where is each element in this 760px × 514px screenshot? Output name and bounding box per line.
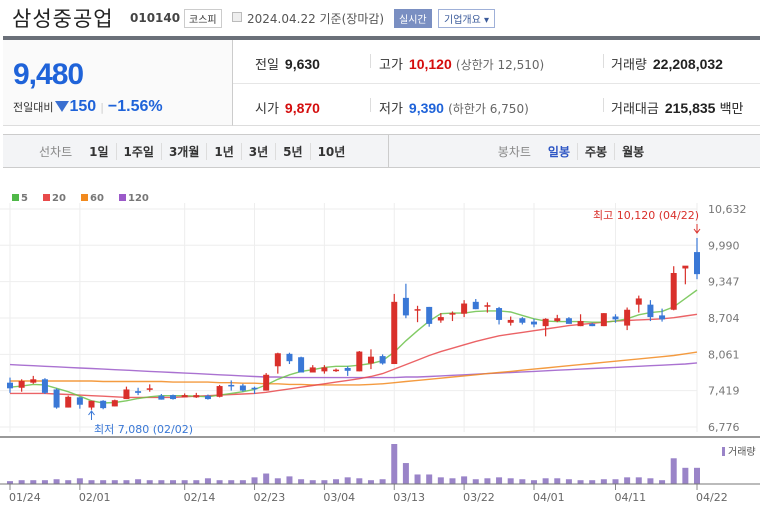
svg-text:01/24: 01/24 (9, 491, 41, 504)
svg-text:최고 10,120 (04/22): 최고 10,120 (04/22) (593, 209, 699, 222)
company-name: 삼성중공업 (12, 7, 114, 31)
axes: 10,632 9,990 9,347 8,704 8,061 7,419 6,776 01/2… (0, 203, 760, 504)
stats-row-1: 전일 9,630 고가 10,120 (상한가 12,510) 거래량 22,208,… (233, 40, 760, 83)
svg-text:거래량: 거래량 (728, 446, 756, 458)
tab-1w[interactable]: 1주일 (117, 142, 162, 160)
svg-text:5: 5 (21, 193, 28, 204)
change-amount: 150 (69, 98, 97, 115)
header-divider (3, 36, 760, 40)
line-chart-caption: 선차트 (39, 144, 73, 159)
calendar-icon (232, 12, 242, 22)
base-date: 2024.04.22 기준(장마감) (247, 12, 385, 26)
svg-text:02/23: 02/23 (254, 491, 286, 504)
company-info-dropdown[interactable]: 기업개요 ▾ (438, 9, 495, 28)
tab-daily[interactable]: 일봉 (541, 142, 579, 160)
stock-header: 삼성중공업 010140 코스피 2024.04.22 기준(장마감) 실시간 … (0, 0, 760, 36)
open-price: 시가 9,870 (255, 100, 320, 117)
svg-text:02/01: 02/01 (79, 491, 111, 504)
trade-amount: 거래대금 215,835 백만 (611, 100, 744, 117)
prev-close: 전일 9,630 (255, 56, 320, 73)
candles (7, 237, 700, 410)
svg-text:120: 120 (128, 193, 149, 204)
svg-text:02/14: 02/14 (184, 491, 216, 504)
ma-legend: 5 20 60 120 (12, 193, 149, 204)
tab-1d[interactable]: 1일 (82, 142, 117, 160)
chart-tabs: 선차트 1일 1주일 3개월 1년 3년 5년 10년 봉차트 일봉 주봉 월봉 (3, 134, 760, 168)
svg-text:03/13: 03/13 (393, 491, 425, 504)
low-price: 저가 9,390 (하한가 6,750) (379, 100, 529, 117)
candlestick-chart[interactable]: 5 20 60 120 최고 10,120 (04/22) 최저 7,080 (02/0… (0, 184, 760, 514)
tab-10y[interactable]: 10년 (317, 144, 346, 159)
svg-text:8,061: 8,061 (708, 348, 740, 361)
candle-chart-caption: 봉차트 (497, 144, 531, 159)
volume: 거래량 22,208,032 (611, 56, 723, 73)
price-change: 전일대비 150 | −1.56% (13, 98, 163, 115)
tab-1y[interactable]: 1년 (207, 142, 242, 160)
chart-grid (0, 203, 698, 432)
tab-3y[interactable]: 3년 (242, 142, 277, 160)
annotations: 최고 10,120 (04/22) 최저 7,080 (02/02) (88, 209, 701, 436)
tab-5y[interactable]: 5년 (276, 142, 311, 160)
svg-text:04/01: 04/01 (533, 491, 565, 504)
market-badge: 코스피 (184, 9, 222, 28)
realtime-button[interactable]: 실시간 (394, 9, 432, 28)
svg-text:최저 7,080 (02/02): 최저 7,080 (02/02) (94, 423, 193, 436)
svg-text:10,632: 10,632 (708, 203, 747, 216)
tab-3m[interactable]: 3개월 (162, 142, 208, 160)
change-percent: −1.56% (107, 98, 163, 115)
svg-text:9,990: 9,990 (708, 239, 740, 252)
line-chart-tabs: 선차트 1일 1주일 3개월 1년 3년 5년 10년 (3, 135, 389, 167)
price-summary: 9,480 전일대비 150 | −1.56% (3, 40, 232, 126)
svg-text:04/11: 04/11 (614, 491, 646, 504)
svg-text:60: 60 (90, 193, 104, 204)
svg-text:03/04: 03/04 (323, 491, 355, 504)
svg-text:6,776: 6,776 (708, 421, 740, 434)
price-stats: 전일 9,630 고가 10,120 (상한가 12,510) 거래량 22,208,… (232, 40, 760, 126)
tab-weekly[interactable]: 주봉 (578, 142, 616, 160)
down-triangle-icon (55, 101, 70, 112)
svg-text:8,704: 8,704 (708, 312, 740, 325)
tab-monthly[interactable]: 월봉 (622, 144, 645, 159)
svg-text:7,419: 7,419 (708, 385, 740, 398)
svg-text:04/22: 04/22 (696, 491, 728, 504)
volume-bars: 거래량 (7, 444, 756, 484)
current-price: 9,480 (13, 58, 84, 91)
moving-averages (9, 289, 698, 404)
stats-row-2: 시가 9,870 저가 9,390 (하한가 6,750) 거래대금 215,835 … (233, 83, 760, 126)
candle-chart-tabs: 봉차트 일봉 주봉 월봉 (389, 135, 760, 167)
stock-code: 010140 (130, 11, 181, 25)
svg-text:9,347: 9,347 (708, 276, 740, 289)
high-price: 고가 10,120 (상한가 12,510) (379, 56, 545, 73)
change-label: 전일대비 (13, 101, 54, 114)
svg-text:03/22: 03/22 (463, 491, 495, 504)
svg-text:20: 20 (52, 193, 66, 204)
